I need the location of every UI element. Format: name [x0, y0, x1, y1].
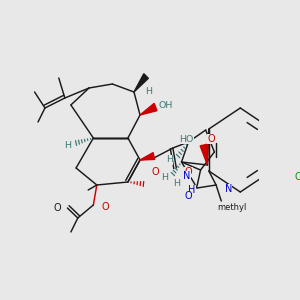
Polygon shape [200, 144, 208, 165]
Text: O: O [102, 202, 109, 212]
Polygon shape [134, 74, 148, 92]
Text: H: H [173, 179, 180, 188]
Text: O: O [152, 167, 159, 177]
Text: N: N [183, 171, 190, 181]
Text: HO: HO [179, 134, 194, 143]
Polygon shape [140, 103, 157, 115]
Polygon shape [140, 153, 154, 160]
Text: O: O [184, 167, 192, 177]
Text: methyl: methyl [217, 202, 246, 211]
Text: O: O [207, 134, 215, 144]
Text: H: H [188, 185, 196, 195]
Text: H: H [161, 173, 168, 182]
Text: OH: OH [159, 100, 173, 109]
Text: H: H [166, 155, 173, 164]
Text: H: H [145, 86, 152, 95]
Text: Cl: Cl [295, 172, 300, 182]
Text: O: O [184, 191, 192, 201]
Text: H: H [64, 142, 71, 151]
Text: O: O [53, 203, 61, 213]
Text: N: N [224, 184, 232, 194]
